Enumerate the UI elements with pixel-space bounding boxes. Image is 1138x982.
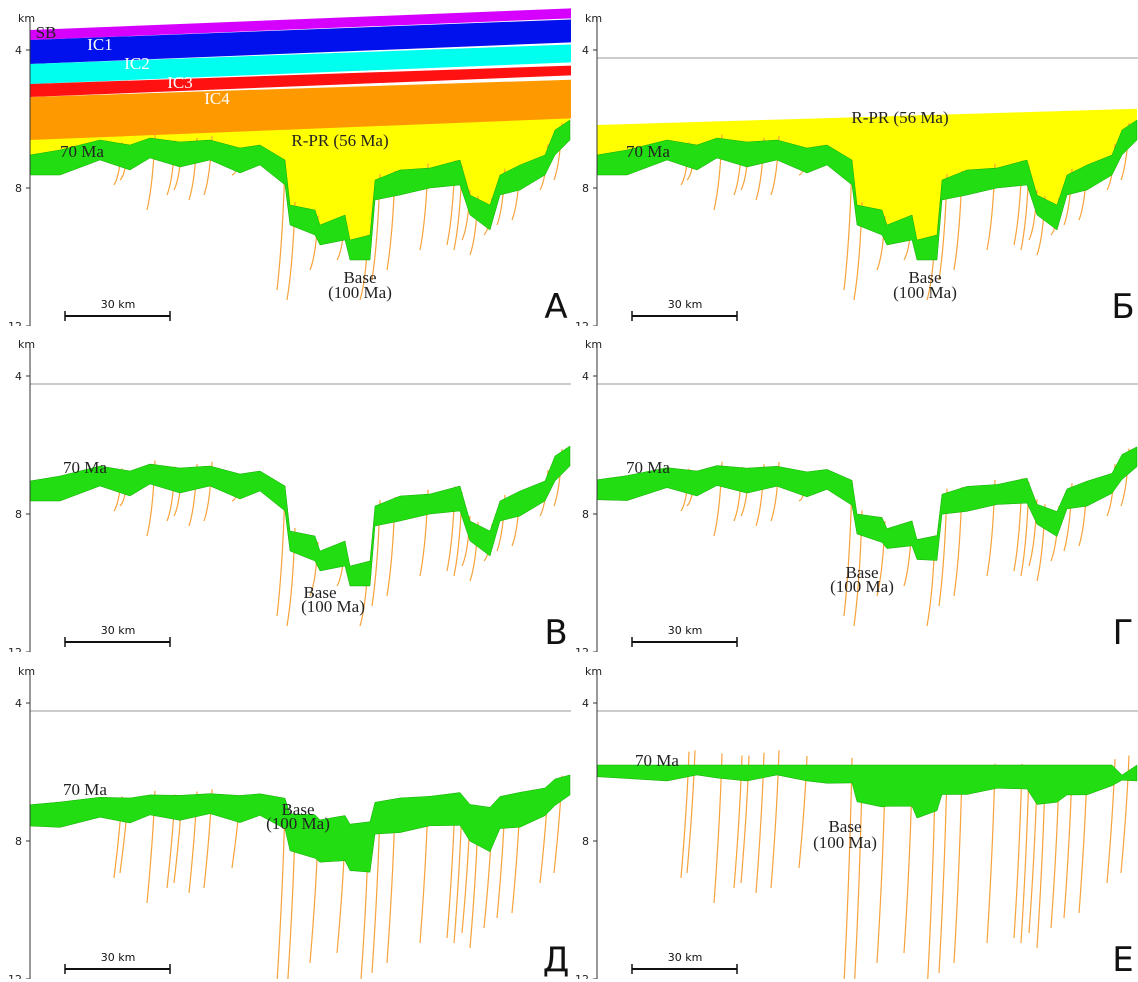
layer-r-pr	[30, 116, 570, 240]
section-panel: km 4 8 12 30 km SB IC1 IC2 IC3 IC4 R-PR (56 Ma) 70 …	[8, 8, 571, 326]
tick-label: 12	[575, 973, 589, 979]
fault	[843, 757, 853, 979]
layer-label: IC2	[124, 54, 150, 73]
layer-label: Base	[303, 583, 336, 602]
panel-letter: Д	[543, 940, 570, 979]
tick-label: 8	[582, 508, 589, 521]
panel-letter: В	[544, 613, 567, 652]
layer-label: (100 Ma)	[893, 283, 957, 302]
layer-label: 70 Ma	[63, 780, 107, 799]
layer-label: (100 Ma)	[301, 597, 365, 616]
scale-bar-label: 30 km	[668, 298, 703, 311]
scale-bar-label: 30 km	[668, 951, 703, 964]
layer-band	[30, 65, 571, 97]
tick-label: 12	[8, 646, 22, 652]
tick-label: 4	[15, 44, 22, 57]
panel-letter: А	[544, 287, 567, 326]
fault	[876, 781, 886, 964]
fault	[686, 750, 696, 874]
layer-label: Base	[908, 268, 941, 287]
scale-bar-label: 30 km	[101, 624, 136, 637]
fault	[903, 781, 913, 954]
layer-label: 70 Ma	[635, 751, 679, 770]
tick-label: 4	[582, 370, 589, 383]
panel-letter: Г	[1113, 613, 1134, 652]
tick-label: 4	[582, 697, 589, 710]
fault	[986, 763, 996, 944]
layer-label: 70 Ma	[626, 458, 670, 477]
fault	[770, 750, 780, 889]
layer-band	[30, 19, 571, 64]
tick-label: 8	[15, 182, 22, 195]
layer-label: (100 Ma)	[830, 577, 894, 596]
fault	[1120, 755, 1130, 874]
tick-label: 4	[582, 44, 589, 57]
layer-70ma	[596, 446, 1138, 561]
tick-label: 12	[8, 320, 22, 326]
panel-letter: Е	[1112, 940, 1133, 979]
layer-70ma	[29, 445, 571, 587]
section-panel: km 4 8 12 30 km 70 Ma Base(100 Ma) Г	[575, 338, 1138, 652]
layer-label: 70 Ma	[63, 458, 107, 477]
fault	[1020, 767, 1030, 944]
tick-label: 12	[575, 320, 589, 326]
layer-label: Base	[845, 563, 878, 582]
fault	[854, 777, 863, 979]
layer-label: SB	[36, 23, 57, 42]
layer-label: (100 Ma)	[266, 814, 330, 833]
layer-label: Base	[281, 800, 314, 819]
section-panel: km 4 8 12 30 km 70 Ma Base(100 Ma) В	[8, 338, 571, 652]
panel-letter: Б	[1111, 287, 1134, 326]
layer-70ma	[29, 774, 571, 873]
layer-70ma	[29, 119, 571, 261]
layer-label: R-PR (56 Ma)	[291, 131, 388, 150]
layer-label: IC4	[204, 89, 230, 108]
section-panel: km 4 8 12 30 km 70 Ma Base(100 Ma) Е	[575, 665, 1138, 979]
axis-unit: km	[18, 665, 35, 678]
layer-70ma	[596, 119, 1138, 261]
section-panel: km 4 8 12 30 km 70 Ma Base(100 Ma) Д	[8, 665, 571, 979]
fault	[927, 786, 936, 979]
tick-label: 12	[575, 646, 589, 652]
layer-label: (100 Ma)	[813, 833, 877, 852]
layer-band	[30, 79, 571, 140]
layer-label: 70 Ma	[626, 142, 670, 161]
layer-label: IC3	[167, 73, 193, 92]
layer-label: R-PR (56 Ma)	[851, 108, 948, 127]
layer-label: Base	[828, 817, 861, 836]
section-panel: km 4 8 12 30 km R-PR (56 Ma) 70 Ma Base(100 Ma)…	[575, 12, 1138, 326]
axis-unit: km	[18, 12, 35, 25]
tick-label: 8	[15, 835, 22, 848]
layer-label: Base	[343, 268, 376, 287]
tick-label: 12	[8, 973, 22, 979]
layer-band	[30, 44, 571, 84]
layer-label: (100 Ma)	[328, 283, 392, 302]
fault	[953, 769, 963, 964]
tick-label: 8	[15, 508, 22, 521]
layer-r-pr	[597, 108, 1137, 240]
axis-unit: km	[585, 665, 602, 678]
tick-label: 4	[15, 697, 22, 710]
axis-unit: km	[18, 338, 35, 351]
tick-label: 8	[582, 835, 589, 848]
fault	[1013, 763, 1023, 939]
layer-label: 70 Ma	[60, 142, 104, 161]
layer-label: IC1	[87, 35, 113, 54]
fault	[680, 751, 690, 879]
scale-bar-label: 30 km	[668, 624, 703, 637]
layer-70ma	[596, 764, 1138, 819]
layer-band	[30, 8, 571, 40]
axis-unit: km	[585, 12, 602, 25]
scale-bar-label: 30 km	[101, 298, 136, 311]
tick-label: 8	[582, 182, 589, 195]
tick-label: 4	[15, 370, 22, 383]
axis-unit: km	[585, 338, 602, 351]
scale-bar-label: 30 km	[101, 951, 136, 964]
